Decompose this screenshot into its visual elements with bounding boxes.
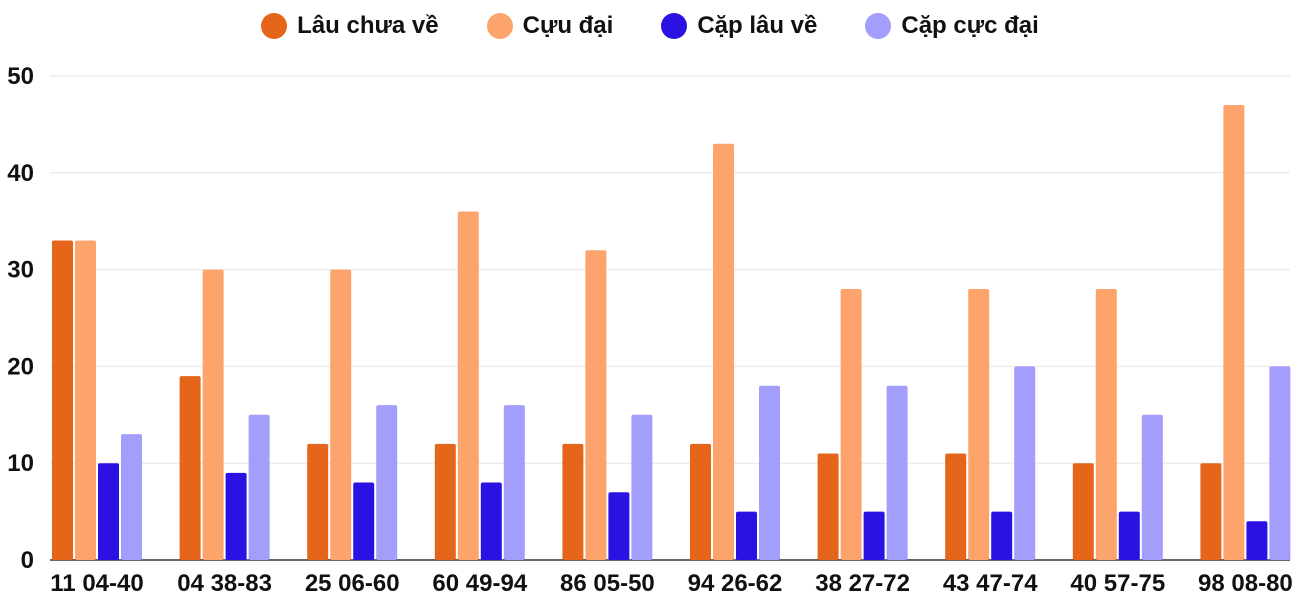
legend-label-cap-cuc-dai: Cặp cực đại: [901, 12, 1039, 39]
x-tick-label-60-49-94: 60 49-94: [432, 570, 527, 597]
bar-group-98-08-80: Lâu chưa về 98 08-80: 10Cựu đại 98 08-80…: [1200, 105, 1291, 560]
x-axis-ticks: 11 04-40 04 38-83 25 06-60 60 49-94 86 05-50…: [50, 570, 1292, 597]
legend-swatch-cuu-dai: [486, 13, 513, 39]
bar-lau-chua-ve-25-06-60[interactable]: Lâu chưa về 25 06-60: 12: [307, 443, 329, 560]
bar-group-25-06-60: Lâu chưa về 25 06-60: 12Cựu đại 25 06-60…: [307, 269, 398, 560]
legend-item-cap-cuc-dai[interactable]: Cặp cực đại: [865, 12, 1039, 40]
bar-group-38-27-72: Lâu chưa về 38 27-72: 11Cựu đại 38 27-72…: [817, 288, 908, 560]
x-tick-label-86-05-50: 86 05-50: [560, 570, 655, 597]
legend-label-cuu-dai: Cựu đại: [522, 12, 614, 39]
bar-cuu-dai-38-27-72[interactable]: Cựu đại 38 27-72: 28: [840, 288, 862, 560]
x-tick-label-11-04-40: 11 04-40: [50, 570, 143, 597]
bar-group-60-49-94: Lâu chưa về 60 49-94: 12Cựu đại 60 49-94…: [434, 211, 525, 560]
bar-lau-chua-ve-43-47-74[interactable]: Lâu chưa về 43 47-74: 11: [945, 453, 967, 560]
bar-lau-chua-ve-40-57-75[interactable]: Lâu chưa về 40 57-75: 10: [1072, 463, 1094, 560]
bar-cap-cuc-dai-43-47-74[interactable]: Cặp cực đại 43 47-74: 20: [1014, 366, 1036, 560]
x-tick-label-25-06-60: 25 06-60: [305, 570, 400, 597]
bar-cuu-dai-40-57-75[interactable]: Cựu đại 40 57-75: 28: [1095, 288, 1117, 560]
bar-lau-chua-ve-60-49-94[interactable]: Lâu chưa về 60 49-94: 12: [434, 443, 456, 560]
bar-cap-cuc-dai-38-27-72[interactable]: Cặp cực đại 38 27-72: 18: [886, 385, 908, 560]
bar-cap-lau-ve-40-57-75[interactable]: Cặp lâu về 40 57-75: 5: [1118, 511, 1140, 560]
x-tick-label-43-47-74: 43 47-74: [943, 570, 1038, 597]
legend-label-cap-lau-ve: Cặp lâu về: [697, 12, 818, 39]
x-tick-label-04-38-83: 04 38-83: [177, 570, 272, 597]
bar-group-94-26-62: Lâu chưa về 94 26-62: 12Cựu đại 94 26-62…: [690, 143, 780, 560]
y-tick-label-0: 0: [21, 547, 34, 574]
bar-cap-lau-ve-04-38-83[interactable]: Cặp lâu về 04 38-83: 9: [225, 472, 247, 560]
bar-cuu-dai-43-47-74[interactable]: Cựu đại 43 47-74: 28: [968, 288, 990, 560]
y-axis-ticks: 0 10 20 30 40 50: [7, 63, 34, 574]
y-tick-label-50: 50: [7, 63, 34, 90]
bar-lau-chua-ve-11-04-40[interactable]: Lâu chưa về 11 04-40: 33: [52, 240, 73, 560]
legend-item-cap-lau-ve[interactable]: Cặp lâu về: [661, 12, 817, 40]
x-tick-label-94-26-62: 94 26-62: [688, 570, 783, 597]
bar-cuu-dai-04-38-83[interactable]: Cựu đại 04 38-83: 30: [202, 269, 224, 560]
legend-swatch-cap-lau-ve: [661, 13, 688, 39]
bar-cuu-dai-94-26-62[interactable]: Cựu đại 94 26-62: 43: [713, 143, 734, 560]
bar-cap-cuc-dai-86-05-50[interactable]: Cặp cực đại 86 05-50: 15: [631, 414, 653, 560]
bar-lau-chua-ve-98-08-80[interactable]: Lâu chưa về 98 08-80: 10: [1200, 463, 1222, 560]
x-tick-label-38-27-72: 38 27-72: [815, 570, 910, 597]
bar-group-86-05-50: Lâu chưa về 86 05-50: 12Cựu đại 86 05-50…: [562, 250, 653, 561]
legend-swatch-lau-chua-ve: [261, 13, 288, 39]
legend-label-lau-chua-ve: Lâu chưa về: [297, 12, 439, 39]
bar-cuu-dai-11-04-40[interactable]: Cựu đại 11 04-40: 33: [75, 240, 96, 560]
bar-group-40-57-75: Lâu chưa về 40 57-75: 10Cựu đại 40 57-75…: [1072, 288, 1163, 560]
bar-cap-cuc-dai-04-38-83[interactable]: Cặp cực đại 04 38-83: 15: [248, 414, 270, 560]
bar-cap-cuc-dai-40-57-75[interactable]: Cặp cực đại 40 57-75: 15: [1141, 414, 1163, 560]
bar-cuu-dai-60-49-94[interactable]: Cựu đại 60 49-94: 36: [457, 211, 479, 560]
bar-cap-lau-ve-11-04-40[interactable]: Cặp lâu về 11 04-40: 10: [98, 463, 119, 560]
bar-cuu-dai-86-05-50[interactable]: Cựu đại 86 05-50: 32: [585, 250, 607, 561]
bar-cap-cuc-dai-98-08-80[interactable]: Cặp cực đại 98 08-80: 20: [1269, 366, 1291, 560]
bars-layer: Lâu chưa về 11 04-40: 33Cựu đại 11 04-40…: [52, 105, 1291, 561]
legend-item-cuu-dai[interactable]: Cựu đại: [486, 12, 614, 40]
bar-cuu-dai-25-06-60[interactable]: Cựu đại 25 06-60: 30: [330, 269, 352, 560]
bar-cap-cuc-dai-25-06-60[interactable]: Cặp cực đại 25 06-60: 16: [376, 405, 398, 560]
bar-cap-lau-ve-86-05-50[interactable]: Cặp lâu về 86 05-50: 7: [608, 492, 630, 560]
legend-item-lau-chua-ve[interactable]: Lâu chưa về: [261, 12, 439, 40]
bar-lau-chua-ve-38-27-72[interactable]: Lâu chưa về 38 27-72: 11: [817, 453, 839, 560]
bar-group-11-04-40: Lâu chưa về 11 04-40: 33Cựu đại 11 04-40…: [52, 240, 142, 560]
y-tick-label-10: 10: [7, 450, 34, 477]
y-tick-label-40: 40: [7, 160, 34, 187]
x-tick-label-40-57-75: 40 57-75: [1070, 570, 1165, 597]
bar-cap-cuc-dai-94-26-62[interactable]: Cặp cực đại 94 26-62: 18: [759, 385, 780, 560]
bar-cap-lau-ve-25-06-60[interactable]: Cặp lâu về 25 06-60: 8: [353, 482, 375, 560]
bar-lau-chua-ve-86-05-50[interactable]: Lâu chưa về 86 05-50: 12: [562, 443, 584, 560]
bar-group-43-47-74: Lâu chưa về 43 47-74: 11Cựu đại 43 47-74…: [945, 288, 1036, 560]
bar-cap-cuc-dai-60-49-94[interactable]: Cặp cực đại 60 49-94: 16: [503, 405, 525, 560]
bar-cap-lau-ve-98-08-80[interactable]: Cặp lâu về 98 08-80: 4: [1246, 521, 1268, 560]
y-tick-label-30: 30: [7, 257, 34, 284]
bar-cap-lau-ve-60-49-94[interactable]: Cặp lâu về 60 49-94: 8: [480, 482, 502, 560]
legend: Lâu chưa về Cựu đại Cặp lâu về Cặp cực đ…: [0, 8, 1300, 44]
bar-cuu-dai-98-08-80[interactable]: Cựu đại 98 08-80: 47: [1223, 105, 1245, 560]
bar-cap-lau-ve-38-27-72[interactable]: Cặp lâu về 38 27-72: 5: [863, 511, 885, 560]
y-tick-label-20: 20: [7, 353, 34, 380]
bar-cap-lau-ve-43-47-74[interactable]: Cặp lâu về 43 47-74: 5: [991, 511, 1013, 560]
bar-lau-chua-ve-94-26-62[interactable]: Lâu chưa về 94 26-62: 12: [690, 443, 711, 560]
bar-cap-lau-ve-94-26-62[interactable]: Cặp lâu về 94 26-62: 5: [736, 511, 757, 560]
legend-swatch-cap-cuc-dai: [865, 13, 892, 39]
bar-lau-chua-ve-04-38-83[interactable]: Lâu chưa về 04 38-83: 19: [179, 376, 201, 560]
bar-cap-cuc-dai-11-04-40[interactable]: Cặp cực đại 11 04-40: 13: [121, 434, 142, 560]
bar-group-04-38-83: Lâu chưa về 04 38-83: 19Cựu đại 04 38-83…: [179, 269, 270, 560]
x-tick-label-98-08-80: 98 08-80: [1198, 570, 1293, 597]
